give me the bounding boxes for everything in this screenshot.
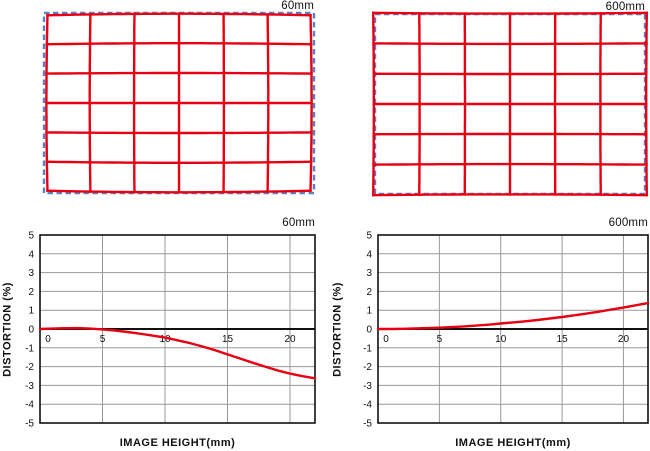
svg-text:3: 3 (366, 268, 372, 279)
chart-title-600mm: 600mm (608, 217, 648, 229)
svg-text:5: 5 (100, 334, 106, 345)
y-axis-label-600mm: DISTORTION (%) (331, 282, 344, 377)
svg-text:2: 2 (28, 287, 34, 298)
svg-text:0: 0 (28, 325, 34, 336)
x-axis-label-60mm: IMAGE HEIGHT(mm) (119, 437, 236, 449)
svg-text:10: 10 (159, 334, 171, 345)
svg-text:10: 10 (495, 334, 507, 345)
svg-text:-4: -4 (25, 400, 34, 411)
svg-text:5: 5 (437, 334, 443, 345)
svg-text:5: 5 (366, 231, 372, 242)
svg-text:3: 3 (28, 268, 34, 279)
y-axis-label-60mm: DISTORTION (%) (1, 282, 14, 377)
x-axis-label-600mm: IMAGE HEIGHT(mm) (455, 437, 571, 449)
svg-text:-2: -2 (363, 362, 372, 373)
svg-text:0: 0 (45, 334, 51, 345)
svg-text:15: 15 (557, 334, 569, 345)
svg-text:1: 1 (366, 306, 372, 317)
chart-title-60mm: 60mm (282, 217, 315, 229)
svg-text:0: 0 (366, 325, 372, 336)
svg-text:-2: -2 (25, 362, 34, 373)
svg-text:-4: -4 (363, 400, 372, 411)
svg-text:20: 20 (284, 334, 296, 345)
svg-text:-5: -5 (25, 419, 34, 430)
grid-figure-title-600mm: 600mm (605, 1, 645, 13)
svg-text:20: 20 (618, 334, 630, 345)
svg-text:-5: -5 (363, 419, 372, 430)
svg-text:0: 0 (383, 334, 389, 345)
svg-text:15: 15 (222, 334, 234, 345)
svg-text:-3: -3 (25, 381, 34, 392)
svg-text:-1: -1 (363, 343, 372, 354)
svg-text:-3: -3 (363, 381, 372, 392)
distortion-grid-60mm (42, 11, 316, 195)
grid-figure-title-60mm: 60mm (281, 0, 314, 12)
distortion-grid-600mm (371, 11, 649, 197)
svg-text:4: 4 (366, 249, 372, 260)
svg-text:1: 1 (28, 306, 34, 317)
svg-text:-1: -1 (25, 343, 34, 354)
svg-text:4: 4 (28, 249, 34, 260)
svg-text:5: 5 (28, 231, 34, 242)
svg-text:2: 2 (366, 287, 372, 298)
